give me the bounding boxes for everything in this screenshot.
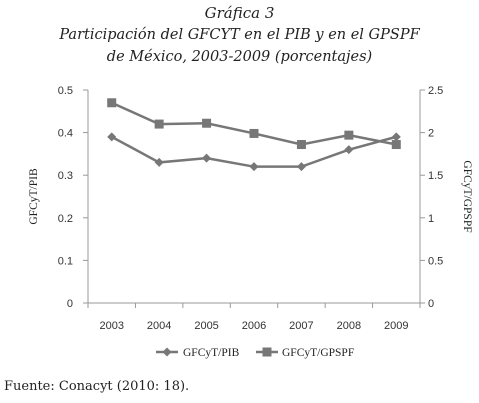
series-1-point	[249, 162, 259, 172]
series-1-point	[202, 153, 212, 163]
y-right-tick-label: 2.5	[428, 85, 443, 97]
x-tick-label: 2006	[242, 320, 266, 332]
series-1-point	[107, 132, 117, 142]
y-axis-left-title: GFCyT/PIB	[28, 168, 40, 225]
legend-label: GFCyT/GPSPF	[282, 347, 354, 359]
x-tick-label: 2008	[337, 320, 361, 332]
x-tick-label: 2005	[194, 320, 218, 332]
series-2-point	[296, 140, 306, 150]
y-right-tick-label: 1.5	[428, 170, 443, 182]
series-2-point	[391, 140, 401, 150]
series-1-point	[296, 162, 306, 172]
x-tick-label: 2003	[99, 320, 123, 332]
y-left-tick-label: 0.3	[58, 170, 73, 182]
y-right-tick-label: 0.5	[428, 255, 443, 267]
series-2-point	[249, 128, 259, 138]
source-note: Fuente: Conacyt (2010: 18).	[4, 379, 190, 394]
y-left-tick-label: 0	[67, 298, 73, 310]
y-axis-right-title: GFCyT/GPSPF	[461, 160, 473, 232]
series-2-point	[154, 119, 164, 129]
y-right-tick-label: 2	[428, 128, 434, 140]
x-tick-label: 2004	[147, 320, 171, 332]
series-2-point	[344, 130, 354, 140]
figure-title: Gráfica 3	[204, 4, 275, 22]
series-2-point	[107, 98, 117, 108]
y-right-tick-label: 0	[428, 298, 434, 310]
series-line-2	[111, 101, 397, 146]
y-left-tick-label: 0.4	[58, 128, 73, 140]
y-left-tick-label: 0.5	[58, 85, 73, 97]
legend-marker	[162, 347, 172, 357]
figure-title-block: Gráfica 3 Participación del GFCYT en el …	[0, 2, 479, 68]
series-1-point	[391, 132, 401, 142]
figure-subtitle-line1: Participación del GFCYT en el PIB y en e…	[59, 27, 420, 43]
y-left-tick-label: 0.1	[58, 255, 73, 267]
y-left-tick-label: 0.2	[58, 213, 73, 225]
series-1-point	[154, 157, 164, 167]
series-1-point	[344, 145, 354, 155]
legend-label: GFCyT/PIB	[183, 347, 240, 359]
legend-marker	[262, 347, 272, 357]
series-2-point	[202, 118, 212, 128]
y-right-tick-label: 1	[428, 213, 434, 225]
x-tick-label: 2009	[384, 320, 408, 332]
figure-subtitle-line2: de México, 2003-2009 (porcentajes)	[106, 49, 373, 65]
x-tick-label: 2007	[289, 320, 313, 332]
